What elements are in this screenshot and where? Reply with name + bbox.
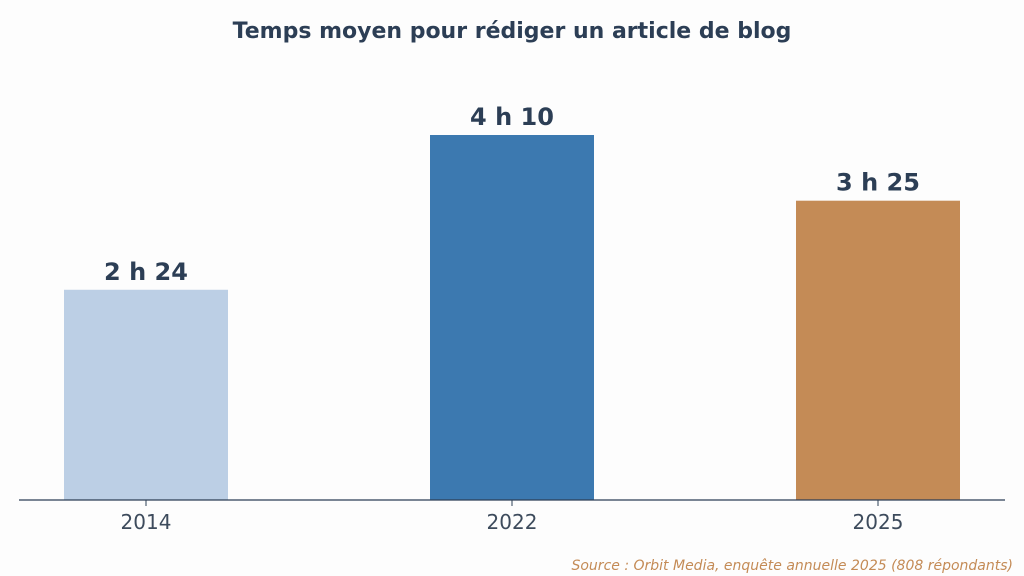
bars-group — [64, 135, 960, 500]
bar-2022 — [430, 135, 594, 500]
x-tick-label-2014: 2014 — [121, 510, 172, 534]
x-tick-labels-group: 2014 2022 2025 — [121, 510, 904, 534]
data-labels-group: 2 h 24 4 h 10 3 h 25 — [104, 103, 920, 286]
data-label-2014: 2 h 24 — [104, 258, 188, 286]
data-label-2025: 3 h 25 — [836, 169, 920, 197]
bar-2025 — [796, 200, 960, 500]
source-note: Source : Orbit Media, enquête annuelle 2… — [571, 558, 1013, 574]
x-ticks-group — [145, 500, 879, 506]
x-tick-label-2025: 2025 — [853, 510, 904, 534]
chart-title: Temps moyen pour rédiger un article de b… — [233, 19, 792, 44]
x-tick-label-2022: 2022 — [487, 510, 538, 534]
bar-2014 — [64, 289, 228, 500]
data-label-2022: 4 h 10 — [470, 103, 554, 131]
